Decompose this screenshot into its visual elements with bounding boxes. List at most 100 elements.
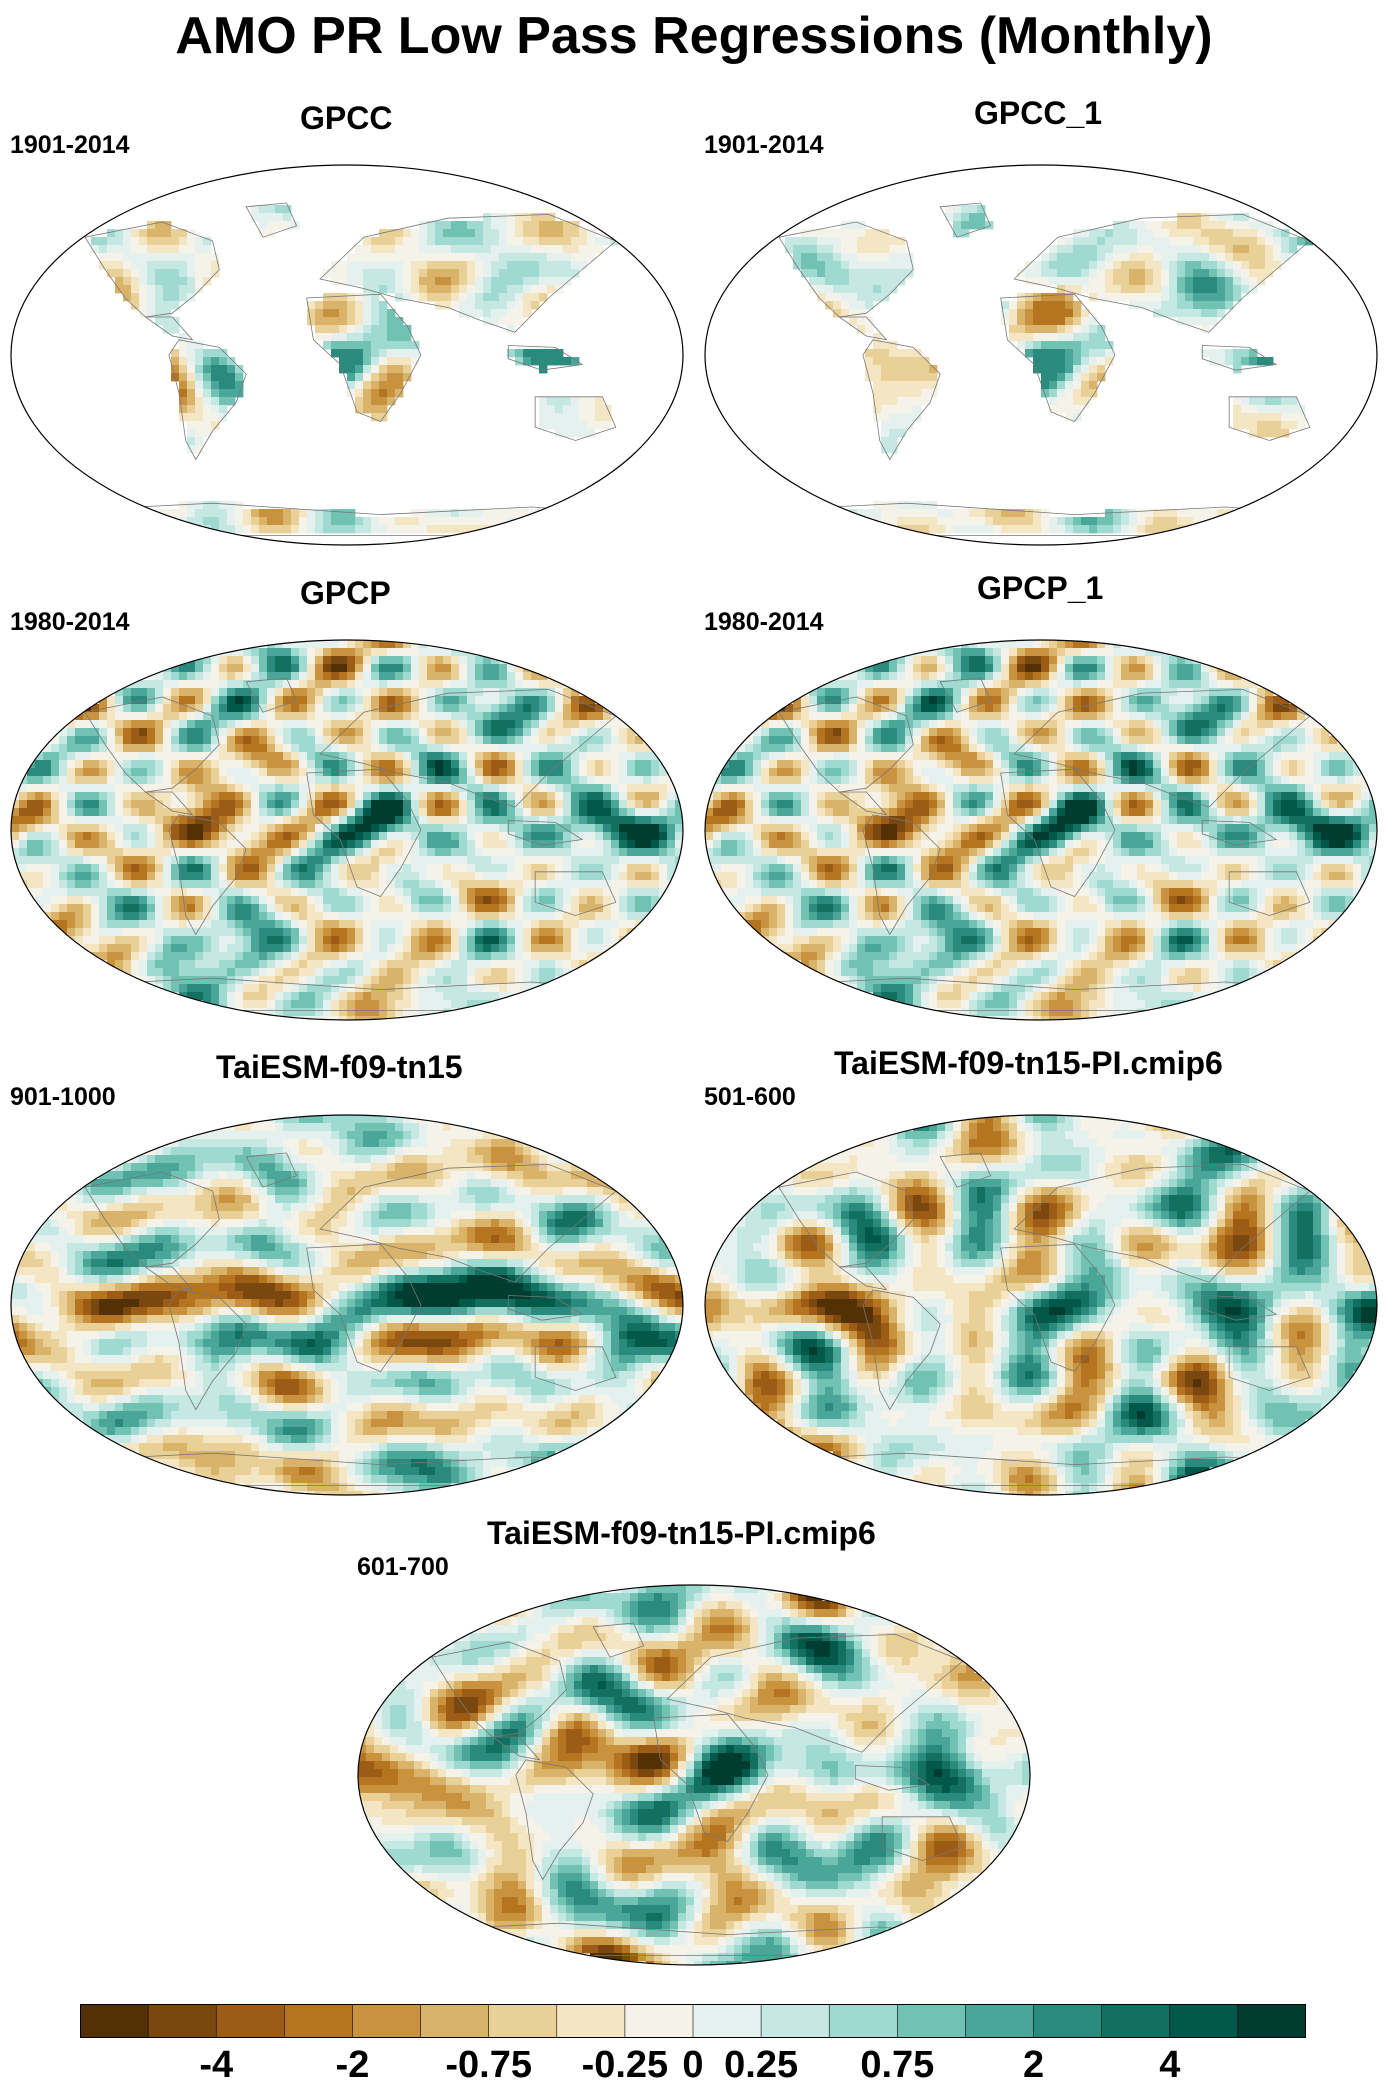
panel-period: 901-1000 (10, 1083, 116, 1111)
coastline (838, 1266, 888, 1291)
colorbar-swatch (693, 2004, 762, 2038)
map-field (705, 640, 1377, 1020)
coastline (939, 1152, 992, 1188)
colorbar-swatch (420, 2004, 490, 2038)
coastline (1228, 396, 1311, 441)
map-gpcp-1 (704, 639, 1378, 1021)
coastline (245, 677, 298, 713)
coastline (1013, 688, 1311, 808)
coastline (245, 1152, 298, 1188)
coastline (1201, 1295, 1278, 1321)
coastline (319, 1163, 617, 1283)
colorbar-labels: -4 -2 -0.75 -0.25 0 0.25 0.75 2 4 (0, 2044, 1388, 2088)
coastline (1000, 293, 1116, 422)
colorbar-swatch (148, 2004, 217, 2038)
coastline (939, 202, 992, 238)
coastline (515, 1759, 594, 1881)
coastline (319, 213, 617, 333)
coastline (778, 221, 914, 318)
colorbar-swatch (829, 2004, 898, 2038)
colorbar-tick-label: 0.75 (860, 2044, 935, 2086)
map-border (357, 1584, 1031, 1966)
coastline (431, 1641, 567, 1738)
coastline (491, 1736, 541, 1761)
coastline (854, 1765, 931, 1791)
panel-period: 1980-2014 (10, 608, 130, 636)
coastline (862, 339, 941, 461)
panel-period: 501-600 (704, 1083, 796, 1111)
map-border (704, 639, 1378, 1021)
colorbar-tick-label: -2 (335, 2044, 370, 2086)
map-gpcc-1 (704, 164, 1378, 546)
map-gpcc (10, 164, 684, 546)
colorbar-swatch (216, 2004, 285, 2038)
coastline (592, 1622, 645, 1658)
panel-gpcp-1: GPCP_1 1980-2014 (694, 570, 1388, 1030)
panel-period: 601-700 (357, 1553, 449, 1581)
coastline (1000, 1243, 1116, 1372)
colorbar-tick-label: -0.25 (581, 2044, 669, 2086)
panel-title: GPCC_1 (974, 95, 1103, 131)
coastline (84, 696, 220, 793)
map-border (10, 639, 684, 1021)
coastline (245, 202, 298, 238)
coastline (507, 820, 584, 846)
coastline (319, 688, 617, 808)
coastline (1228, 1346, 1311, 1391)
map-taiesm (10, 1114, 684, 1496)
coastline (862, 1289, 941, 1411)
colorbar-tick-label: 2 (1022, 2044, 1045, 2086)
colorbar-swatch (352, 2004, 422, 2038)
coastline (306, 293, 422, 422)
coastline (778, 696, 914, 793)
map-field (11, 1115, 683, 1495)
panel-title: GPCP_1 (977, 570, 1104, 606)
coastline (144, 1266, 194, 1291)
map-border (10, 164, 684, 546)
panel-gpcc: GPCC 1901-2014 (0, 95, 694, 555)
map-border (704, 1114, 1378, 1496)
coastline (306, 1243, 422, 1372)
coastline (1000, 768, 1116, 897)
panel-period: 1901-2014 (704, 131, 824, 159)
map-gpcp (10, 639, 684, 1021)
colorbar (80, 2004, 1306, 2038)
colorbar-swatch (897, 2004, 966, 2038)
map-field (11, 165, 683, 545)
coastline (534, 396, 617, 441)
colorbar-swatch (284, 2004, 353, 2038)
figure-title: AMO PR Low Pass Regressions (Monthly) (175, 7, 1213, 65)
colorbar-tick-label: 4 (1159, 2044, 1181, 2086)
panel-taiesm-pi-a: TaiESM-f09-tn15-PI.cmip6 501-600 (694, 1045, 1388, 1505)
colorbar-swatch (80, 2004, 149, 2038)
colorbar-tick-label: -0.75 (445, 2044, 532, 2086)
coastline (862, 814, 941, 936)
colorbar-swatch (1237, 2004, 1306, 2038)
coastline (778, 1171, 914, 1268)
coastline (507, 1295, 584, 1321)
panel-taiesm: TaiESM-f09-tn15 901-1000 (0, 1045, 694, 1505)
coastline (84, 1171, 220, 1268)
panel-title: GPCP (300, 575, 391, 611)
coastline (534, 871, 617, 916)
panel-period: 1980-2014 (704, 608, 824, 636)
coastline (939, 677, 992, 713)
coastline (666, 1633, 964, 1753)
colorbar-swatch (624, 2004, 694, 2038)
map-taiesm-pi-a (704, 1114, 1378, 1496)
map-border (10, 1114, 684, 1496)
coastline (1013, 213, 1311, 333)
coastline (534, 1346, 617, 1391)
colorbar-swatch (761, 2004, 830, 2038)
panel-period: 1901-2014 (10, 131, 130, 159)
colorbar-swatch (1101, 2004, 1171, 2038)
coastline (838, 791, 888, 816)
coastline (306, 768, 422, 897)
panel-title: TaiESM-f09-tn15 (216, 1049, 463, 1085)
colorbar-swatch (556, 2004, 626, 2038)
map-field (705, 165, 1377, 545)
coastline (168, 1289, 247, 1411)
coastline (168, 339, 247, 461)
panel-gpcp: GPCP 1980-2014 (0, 570, 694, 1030)
colorbar-swatch (1169, 2004, 1239, 2038)
